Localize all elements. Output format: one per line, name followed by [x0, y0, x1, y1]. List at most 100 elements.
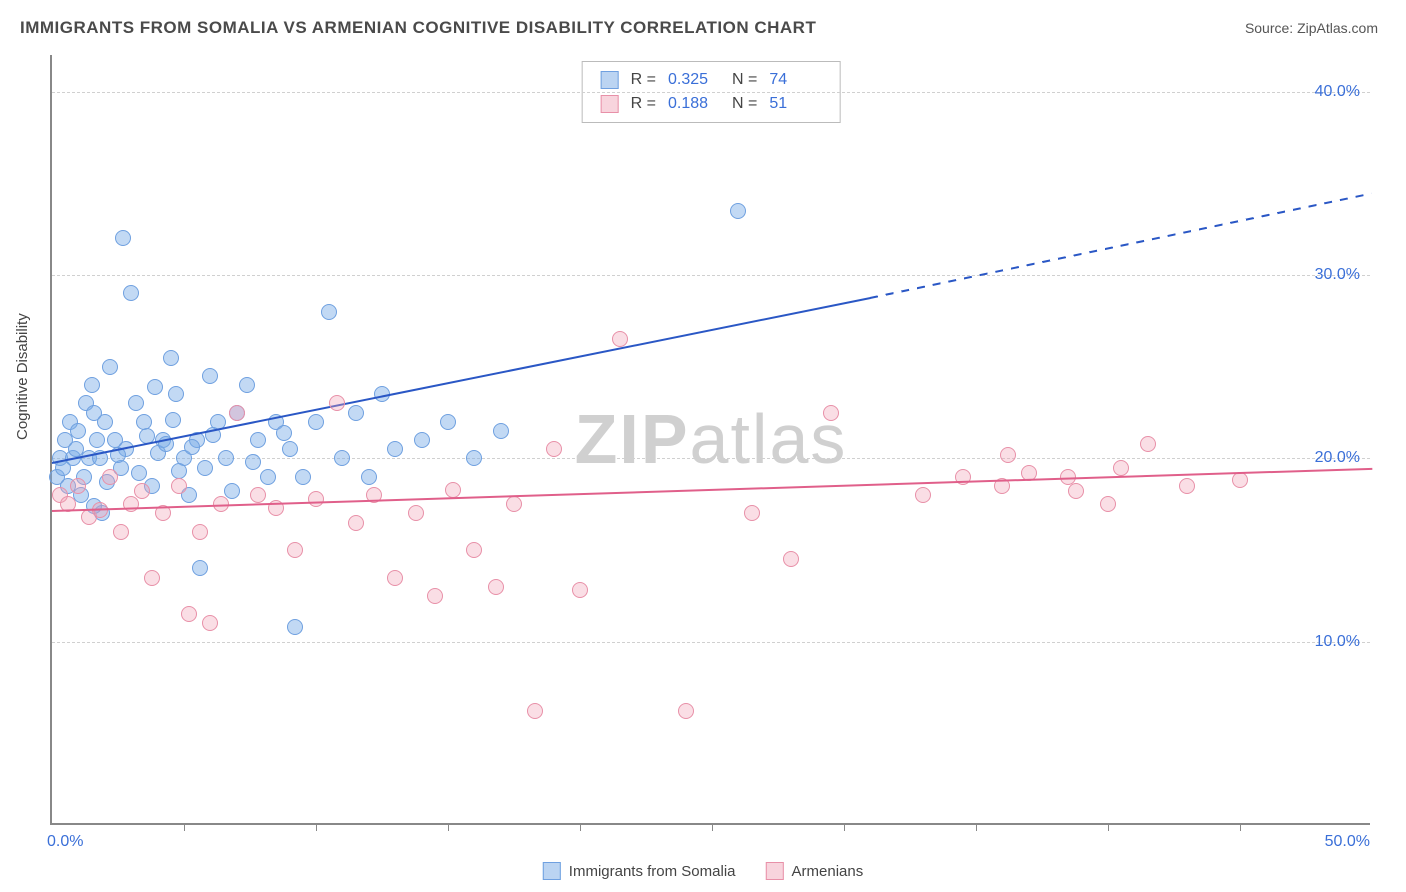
grid-line [52, 92, 1370, 93]
legend-swatch [601, 95, 619, 113]
scatter-point [321, 304, 337, 320]
scatter-point [915, 487, 931, 503]
scatter-point [1140, 436, 1156, 452]
scatter-point [102, 469, 118, 485]
watermark-bold: ZIP [575, 400, 690, 478]
scatter-point [168, 386, 184, 402]
scatter-point [245, 454, 261, 470]
scatter-point [70, 478, 86, 494]
scatter-point [308, 491, 324, 507]
scatter-point [783, 551, 799, 567]
r-value: 0.188 [668, 92, 720, 116]
x-axis-end-label: 50.0% [1325, 833, 1370, 851]
legend-label: Immigrants from Somalia [569, 863, 736, 880]
n-label: N = [732, 92, 757, 116]
scatter-point [334, 450, 350, 466]
x-axis-start-label: 0.0% [47, 833, 83, 851]
scatter-point [123, 496, 139, 512]
source-label: Source: ZipAtlas.com [1245, 20, 1378, 36]
scatter-point [1000, 447, 1016, 463]
scatter-point [823, 405, 839, 421]
scatter-point [70, 423, 86, 439]
scatter-point [282, 441, 298, 457]
scatter-point [329, 395, 345, 411]
scatter-point [466, 542, 482, 558]
scatter-point [730, 203, 746, 219]
legend-swatch [766, 862, 784, 880]
scatter-point [89, 432, 105, 448]
scatter-point [744, 505, 760, 521]
scatter-point [123, 285, 139, 301]
scatter-point [147, 379, 163, 395]
scatter-point [408, 505, 424, 521]
scatter-point [678, 703, 694, 719]
scatter-point [97, 414, 113, 430]
scatter-point [229, 405, 245, 421]
scatter-point [276, 425, 292, 441]
scatter-point [348, 405, 364, 421]
regression-line [52, 467, 1372, 511]
scatter-point [387, 441, 403, 457]
y-tick-label: 30.0% [1315, 266, 1360, 284]
scatter-point [192, 560, 208, 576]
scatter-point [171, 463, 187, 479]
n-value: 51 [769, 92, 821, 116]
scatter-point [348, 515, 364, 531]
r-label: R = [631, 92, 656, 116]
scatter-point [572, 582, 588, 598]
regression-line-dashed [870, 193, 1372, 299]
y-tick-label: 10.0% [1315, 633, 1360, 651]
scatter-point [144, 570, 160, 586]
scatter-point [506, 496, 522, 512]
scatter-point [181, 606, 197, 622]
regression-line [52, 297, 871, 464]
scatter-point [488, 579, 504, 595]
scatter-point [308, 414, 324, 430]
scatter-point [361, 469, 377, 485]
scatter-point [131, 465, 147, 481]
scatter-point [295, 469, 311, 485]
legend-swatch [543, 862, 561, 880]
scatter-point [113, 524, 129, 540]
x-tick [1240, 823, 1241, 831]
x-tick [712, 823, 713, 831]
scatter-point [427, 588, 443, 604]
grid-line [52, 642, 1370, 643]
scatter-point [1100, 496, 1116, 512]
scatter-point [546, 441, 562, 457]
scatter-point [1232, 472, 1248, 488]
scatter-point [218, 450, 234, 466]
n-value: 74 [769, 68, 821, 92]
scatter-point [1113, 460, 1129, 476]
scatter-point [192, 524, 208, 540]
bottom-legend: Immigrants from Somalia Armenians [543, 862, 863, 880]
y-tick-label: 20.0% [1315, 449, 1360, 467]
x-tick [976, 823, 977, 831]
scatter-point [197, 460, 213, 476]
legend-item: Immigrants from Somalia [543, 862, 736, 880]
y-axis-label: Cognitive Disability [14, 313, 31, 440]
scatter-point [202, 615, 218, 631]
scatter-point [184, 439, 200, 455]
scatter-point [527, 703, 543, 719]
scatter-point [466, 450, 482, 466]
stats-row: R =0.325N =74 [601, 68, 822, 92]
n-label: N = [732, 68, 757, 92]
scatter-point [440, 414, 456, 430]
x-tick [1108, 823, 1109, 831]
scatter-point [239, 377, 255, 393]
scatter-point [102, 359, 118, 375]
scatter-point [250, 487, 266, 503]
chart-title: IMMIGRANTS FROM SOMALIA VS ARMENIAN COGN… [20, 18, 816, 38]
scatter-point [202, 368, 218, 384]
stats-row: R = 0.188 N = 51 [601, 92, 822, 116]
x-tick [316, 823, 317, 831]
x-tick [184, 823, 185, 831]
legend-swatch [601, 71, 619, 89]
scatter-point [134, 483, 150, 499]
watermark: ZIPatlas [575, 399, 848, 479]
scatter-point [445, 482, 461, 498]
scatter-point [1179, 478, 1195, 494]
x-tick [844, 823, 845, 831]
legend-item: Armenians [766, 862, 864, 880]
